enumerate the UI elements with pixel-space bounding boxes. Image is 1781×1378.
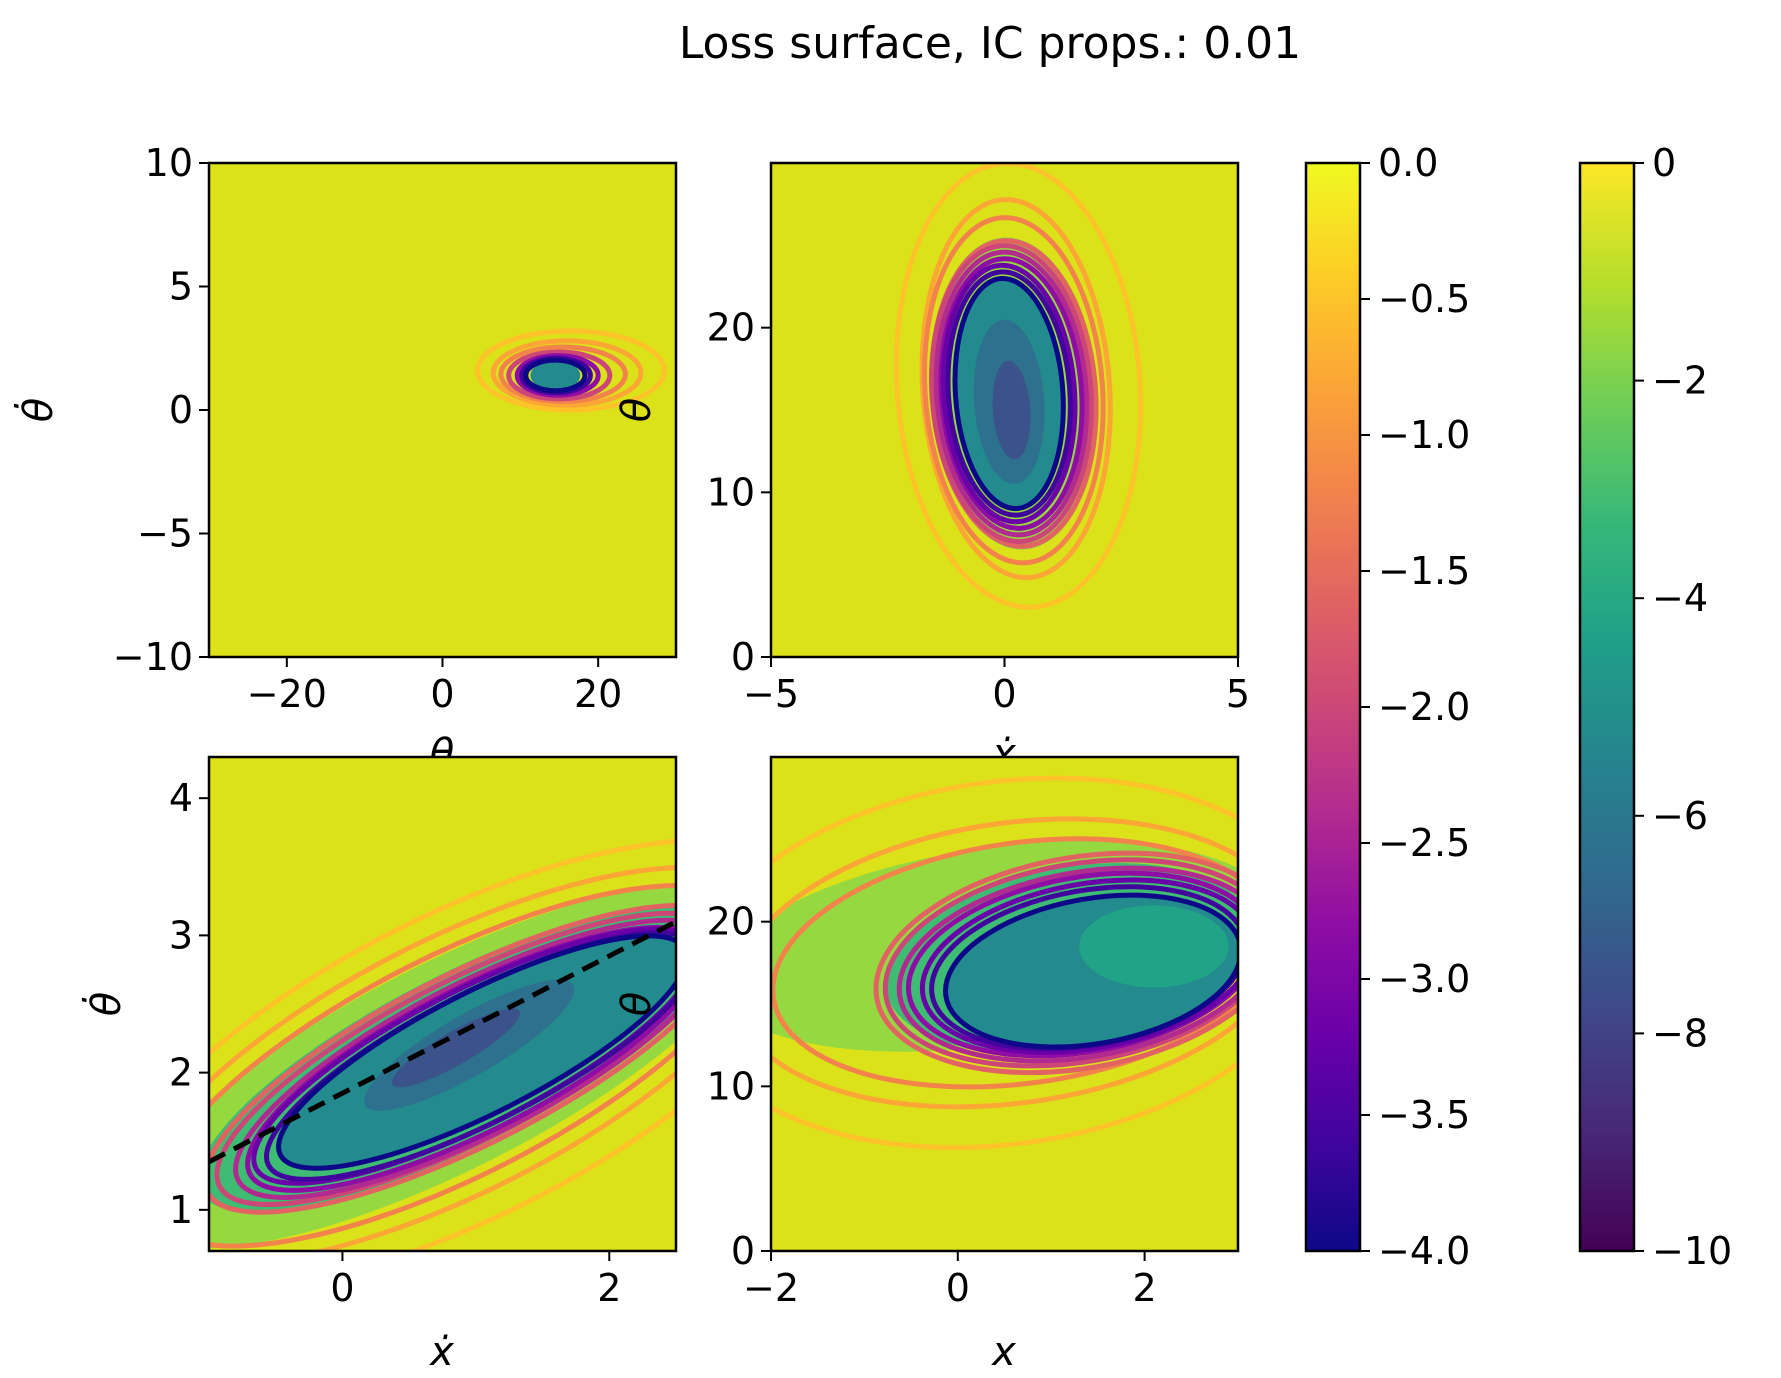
contour-line: [523, 357, 588, 394]
colorbar-tick-label: −2.0: [1378, 685, 1470, 729]
contour-line: [940, 262, 1078, 525]
contour-fill-region: [530, 360, 581, 391]
colorbar-line-levels: 0.0 −0.5 −1.0 −1.5 −2.0 −2.5 −3.0 −3.5 −4.0: [1304, 141, 1470, 1273]
y-axis-label: θ̇: [13, 398, 62, 422]
y-tick-label: 10: [707, 1064, 755, 1108]
contour-line: [929, 243, 1094, 544]
y-tick-label: 20: [707, 306, 755, 350]
contour-line: [506, 349, 613, 402]
subplot-bottom-left: ẋ θ̇ 0 2 1 2 3 4: [81, 755, 678, 1375]
contour-line: [943, 892, 1238, 1050]
x-tick-label: 0: [430, 672, 454, 716]
plot-area: [209, 163, 676, 657]
y-axis-label: θ: [614, 398, 660, 422]
contour-line: [771, 816, 1238, 1110]
contour-line: [952, 275, 1066, 512]
y-tick-label: 5: [169, 265, 193, 309]
contour-line: [771, 836, 1238, 1090]
y-axis-label: θ: [614, 992, 660, 1016]
contour-line: [276, 933, 676, 1171]
colorbar-gradient: [1578, 161, 1636, 1253]
colorbar-tick-label: −6: [1652, 794, 1708, 838]
y-tick-label: 0: [169, 388, 193, 432]
axes-frame: [769, 755, 1240, 1253]
subplot-top-left: θ θ̇ −20 0 20 −10 −5 0 5 10: [13, 141, 678, 777]
y-tick-label: 10: [145, 141, 193, 185]
contour-line: [945, 269, 1073, 518]
contour-line: [882, 857, 1238, 1069]
x-tick-label: 0: [330, 1266, 354, 1310]
contour-fill-region: [1079, 905, 1229, 988]
y-tick-label: −5: [137, 512, 193, 556]
x-tick-label: −5: [743, 672, 799, 716]
colorbar-tick-label: −4: [1652, 576, 1708, 620]
contour-line: [922, 215, 1106, 566]
colorbar-group: 0.0 −0.5 −1.0 −1.5 −2.0 −2.5 −3.0 −3.5 −4.0 0 −2 −4…: [1304, 141, 1732, 1273]
contour-line: [896, 865, 1238, 1064]
contour-line: [209, 903, 676, 1215]
dashed-fit-line: [209, 919, 676, 1165]
colorbar-gradient: [1304, 161, 1362, 1253]
colorbar-tick-label: −4.0: [1378, 1229, 1470, 1273]
plot-area: [771, 163, 1238, 657]
colorbar-tick-label: −3.0: [1378, 957, 1470, 1001]
colorbar-tick-label: −1.5: [1378, 549, 1470, 593]
y-tick-label: 0: [731, 635, 755, 679]
x-tick-label: 0: [992, 672, 1016, 716]
contour-line: [498, 344, 628, 404]
contour-fill-region: [391, 1008, 520, 1088]
x-axis-label: x: [990, 1329, 1016, 1375]
contour-line: [771, 775, 1238, 1151]
y-tick-label: −10: [113, 635, 193, 679]
contour-fill-region: [992, 360, 1031, 460]
y-tick-label: 10: [707, 470, 755, 514]
x-tick-label: 5: [1226, 672, 1250, 716]
contour-line: [475, 328, 667, 413]
x-tick-label: 2: [1133, 1266, 1157, 1310]
colorbar-tick-label: −0.5: [1378, 277, 1470, 321]
contour-background-fill: [209, 163, 676, 657]
y-tick-label: 3: [169, 913, 193, 957]
plot-area: [771, 757, 1238, 1251]
contour-line: [873, 850, 1238, 1076]
axes-frame: [207, 755, 678, 1253]
plot-area: [209, 757, 676, 1251]
colorbar-tick-label: 0.0: [1378, 141, 1438, 185]
contour-line: [233, 917, 676, 1200]
colorbar-tick-label: −8: [1652, 1011, 1708, 1055]
x-tick-label: 2: [597, 1266, 621, 1310]
y-tick-label: 2: [169, 1051, 193, 1095]
contour-line: [209, 837, 676, 1251]
y-tick-label: 0: [731, 1229, 755, 1273]
contour-line: [209, 882, 676, 1249]
figure-title: Loss surface, IC props.: 0.01: [679, 18, 1301, 69]
colorbar-tick-label: −2: [1652, 359, 1708, 403]
y-tick-label: 20: [707, 900, 755, 944]
y-axis-label: θ̇: [81, 992, 130, 1016]
x-tick-label: 0: [946, 1266, 970, 1310]
colorbar-tick-label: −3.5: [1378, 1093, 1470, 1137]
x-axis-label: ẋ: [428, 1329, 454, 1375]
colorbar-tick-label: −10: [1652, 1229, 1732, 1273]
x-tick-label: 20: [574, 672, 622, 716]
contour-line: [933, 249, 1090, 538]
contour-line: [209, 864, 676, 1251]
colorbar-tick-label: −1.0: [1378, 413, 1470, 457]
colorbar-tick-label: −2.5: [1378, 821, 1470, 865]
colorbar-tick-label: 0: [1652, 141, 1676, 185]
y-tick-label: 1: [169, 1188, 193, 1232]
contour-line: [919, 877, 1238, 1055]
x-tick-label: −20: [247, 672, 327, 716]
contour-line: [490, 338, 644, 408]
y-tick-label: 4: [169, 776, 193, 820]
x-tick-label: −2: [743, 1266, 799, 1310]
colorbar-fill-levels: 0 −2 −4 −6 −8 −10: [1578, 141, 1732, 1273]
contour-line: [905, 870, 1238, 1059]
